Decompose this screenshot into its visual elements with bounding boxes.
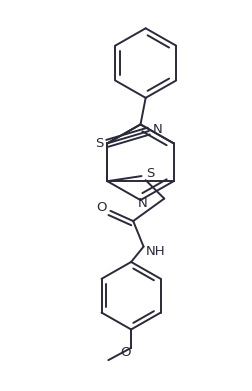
Text: S: S [147, 167, 155, 179]
Text: NH: NH [146, 245, 166, 258]
Text: O: O [121, 346, 131, 359]
Text: O: O [96, 201, 106, 214]
Text: S: S [95, 137, 103, 150]
Text: N: N [138, 197, 147, 210]
Text: N: N [153, 122, 163, 136]
